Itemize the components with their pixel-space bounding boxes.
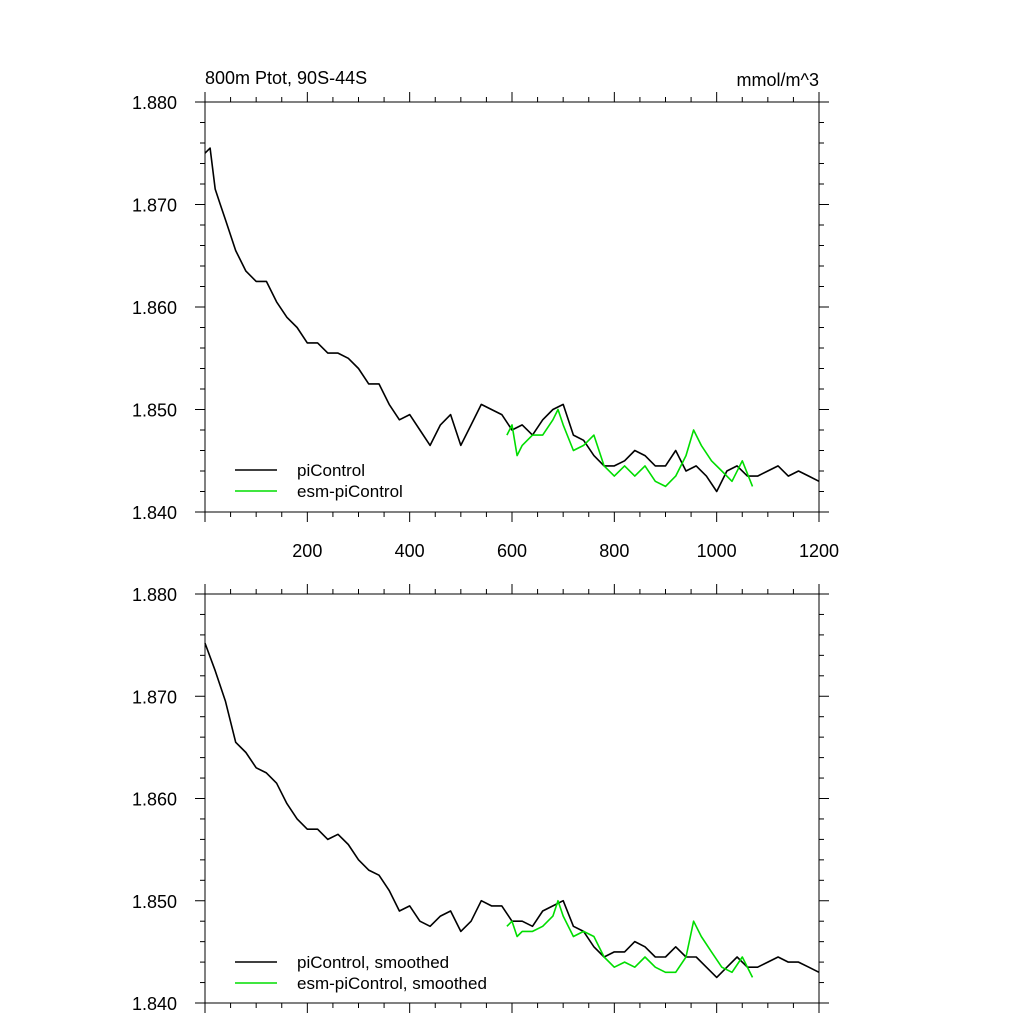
x-tick-label: 200 [292,541,322,561]
y-tick-label: 1.850 [132,892,177,912]
y-tick-label: 1.860 [132,790,177,810]
plot-frame [204,593,820,1004]
y-tick-label: 1.880 [132,585,177,605]
legend-label: esm-piControl, smoothed [297,974,487,993]
top-panel: 1.840 1.850 1.860 1.870 1.880 200 400 600 800 100… [132,68,839,561]
units-label: mmol/m^3 [737,70,819,90]
x-tick-label: 600 [497,541,527,561]
x-tick-label: 400 [395,541,425,561]
bottom-panel: 1.840 1.850 1.860 1.870 1.880 piControl, smoo… [132,584,829,1014]
y-tick-label: 1.880 [132,93,177,113]
y-tick-label: 1.870 [132,196,177,216]
legend-label: piControl, smoothed [297,953,449,972]
legend-label: piControl [297,461,365,480]
x-tick-label: 800 [599,541,629,561]
y-tick-label: 1.840 [132,503,177,523]
series-line-picontrol [204,147,820,493]
y-tick-label: 1.840 [132,994,177,1014]
plot-frame [204,101,820,513]
x-tick-label: 1000 [697,541,737,561]
x-tick-label: 1200 [799,541,839,561]
y-tick-label: 1.860 [132,298,177,318]
legend-label: esm-piControl [297,482,403,501]
series-line-picontrol [204,642,820,979]
chart-title: 800m Ptot, 90S-44S [205,68,367,88]
series-line-esm-picontrol [506,408,754,488]
series-line-esm-picontrol [506,899,754,978]
y-tick-label: 1.870 [132,687,177,707]
y-tick-label: 1.850 [132,401,177,421]
